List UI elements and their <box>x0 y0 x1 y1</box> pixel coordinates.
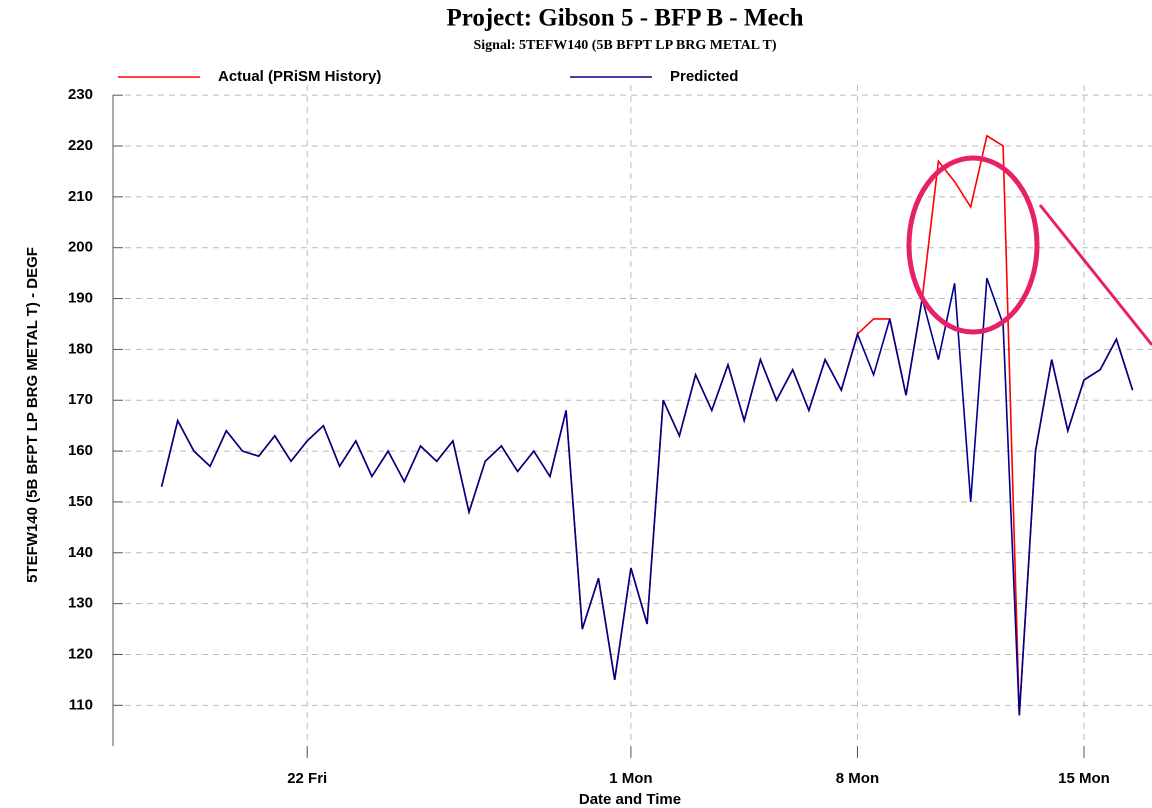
y-tick-label: 140 <box>68 544 93 561</box>
x-axis-label: Date and Time <box>579 791 681 808</box>
y-tick-label: 180 <box>68 340 93 357</box>
chart-title: Project: Gibson 5 - BFP B - Mech <box>446 5 803 32</box>
y-tick-label: 150 <box>68 493 93 510</box>
y-tick-label: 110 <box>69 696 93 713</box>
y-tick-label: 200 <box>68 239 93 256</box>
plot-area: 110 120 130 140 150 160 170 180 190 200 210 220 230 2… <box>68 85 1152 787</box>
y-tick-label: 190 <box>68 290 93 307</box>
callout-line <box>1038 204 1152 346</box>
x-tick-label: 1 Mon <box>609 770 652 787</box>
x-tick-label: 8 Mon <box>836 770 879 787</box>
x-tick-label: 15 Mon <box>1058 770 1110 787</box>
legend-label: Predicted <box>670 68 738 85</box>
series-line <box>160 277 1134 716</box>
y-tick-label: 170 <box>68 391 93 408</box>
legend-label: Actual (PRiSM History) <box>218 68 381 85</box>
x-tick-label: 22 Fri <box>287 770 327 787</box>
y-tick-label: 230 <box>68 86 93 103</box>
y-tick-label: 130 <box>68 595 93 612</box>
y-tick-label: 210 <box>68 188 93 205</box>
y-tick-label: 220 <box>68 137 93 154</box>
y-axis-label: 5TEFW140 (5B BFPT LP BRG METAL T) - DEGF <box>24 247 41 583</box>
y-tick-label: 160 <box>68 442 93 459</box>
chart-subtitle: Signal: 5TEFW140 (5B BFPT LP BRG METAL T… <box>474 38 777 53</box>
y-tick-label: 120 <box>68 645 93 662</box>
highlight-ellipse <box>906 155 1040 335</box>
